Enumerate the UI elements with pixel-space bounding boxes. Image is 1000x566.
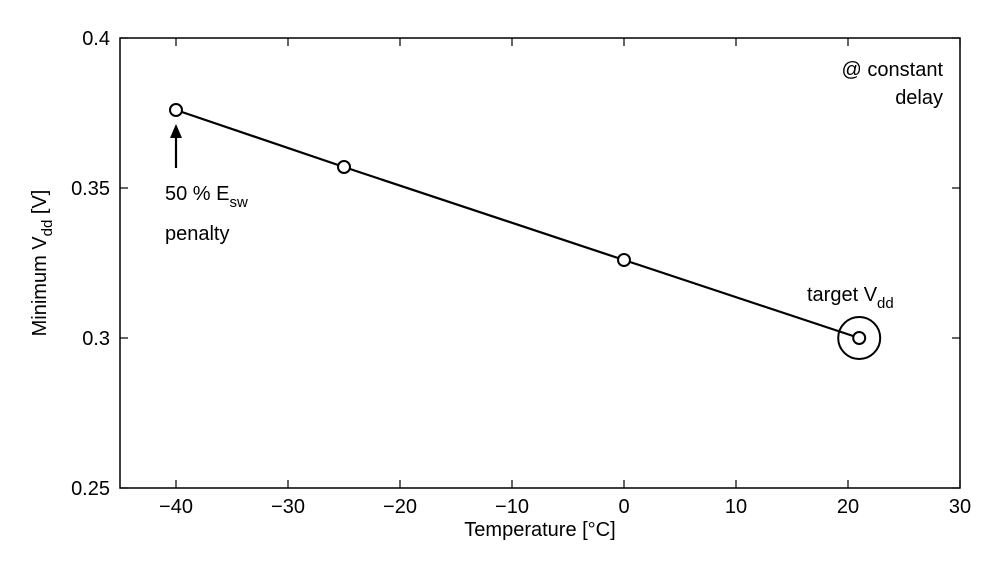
y-axis-label: Minimum Vdd [V]: [29, 190, 56, 337]
data-point: [617, 253, 631, 267]
axis-ticks: [120, 37, 961, 489]
x-tick-label: −10: [495, 496, 529, 518]
y-tick-label: 0.4: [82, 28, 110, 50]
x-tick-label: 0: [618, 496, 629, 518]
penalty-annotation-line1: 50 % Esw: [165, 183, 248, 211]
x-tick-label: −30: [271, 496, 305, 518]
series-line: [175, 108, 860, 340]
x-tick-label: −20: [383, 496, 417, 518]
penalty-annotation-line2: penalty: [165, 223, 230, 245]
y-tick-label: 0.25: [71, 478, 110, 500]
y-tick-label: 0.3: [82, 328, 110, 350]
constant-delay-annotation-line2: delay: [895, 87, 943, 109]
data-point: [169, 103, 183, 117]
x-tick-label: 20: [837, 496, 859, 518]
series-layer: [169, 103, 882, 360]
plot-area: [119, 37, 961, 489]
data-point: [852, 331, 867, 345]
x-tick-label: 10: [725, 496, 747, 518]
x-axis-label: Temperature [°C]: [464, 519, 615, 541]
target-annotation: target Vdd: [807, 284, 894, 312]
x-tick-labels: −40 −30 −20 −10 0 10 20 30: [159, 496, 971, 518]
y-tick-labels: 0.25 0.3 0.35 0.4: [71, 28, 110, 500]
annotations: 50 % Esw penalty target Vdd @ constant d…: [165, 59, 943, 312]
penalty-arrow-head: [170, 124, 182, 138]
x-tick-label: −40: [159, 496, 193, 518]
y-tick-label: 0.35: [71, 178, 110, 200]
constant-delay-annotation-line1: @ constant: [842, 59, 944, 81]
target-ring: [837, 316, 882, 360]
x-tick-label: 30: [949, 496, 971, 518]
data-point: [337, 160, 351, 174]
